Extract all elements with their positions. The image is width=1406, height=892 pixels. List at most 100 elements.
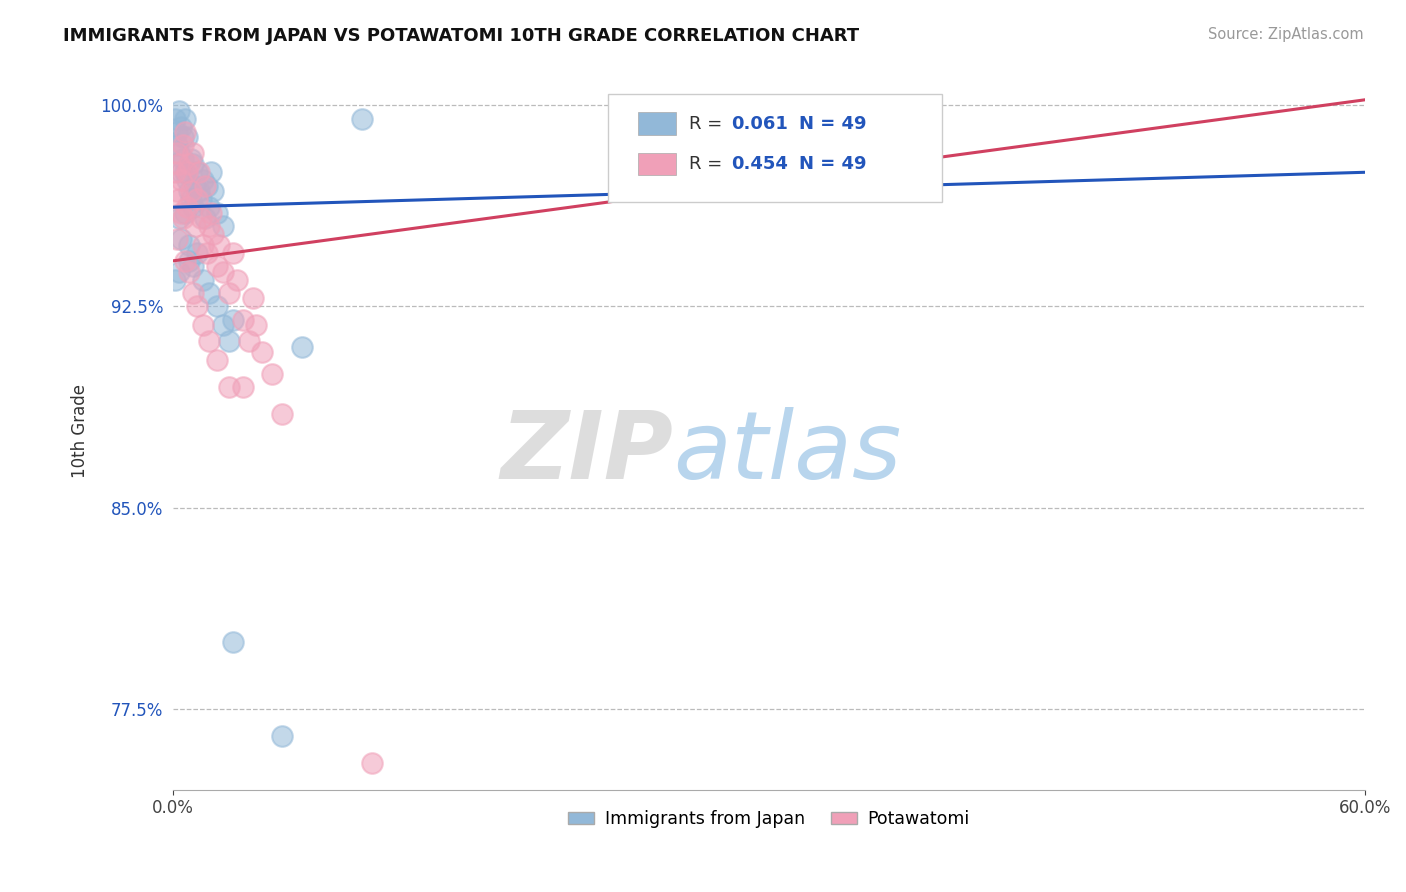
Point xyxy=(218,334,240,349)
Point xyxy=(167,157,190,171)
Text: atlas: atlas xyxy=(673,408,901,499)
Point xyxy=(181,157,204,171)
Point xyxy=(167,192,190,206)
Point xyxy=(176,200,198,214)
Point xyxy=(180,192,202,206)
Text: IMMIGRANTS FROM JAPAN VS POTAWATOMI 10TH GRADE CORRELATION CHART: IMMIGRANTS FROM JAPAN VS POTAWATOMI 10TH… xyxy=(63,27,859,45)
Point xyxy=(360,756,382,770)
Point xyxy=(174,112,197,126)
Point xyxy=(191,272,214,286)
Point xyxy=(177,157,200,171)
Point xyxy=(225,272,247,286)
FancyBboxPatch shape xyxy=(607,95,942,202)
Point xyxy=(221,313,243,327)
Point xyxy=(187,184,209,198)
Point xyxy=(262,367,284,381)
Y-axis label: 10th Grade: 10th Grade xyxy=(72,384,89,478)
Point xyxy=(174,165,197,179)
Point xyxy=(181,146,204,161)
Text: N = 49: N = 49 xyxy=(799,115,866,133)
Text: ZIP: ZIP xyxy=(501,407,673,499)
Point xyxy=(187,165,209,179)
Point xyxy=(191,173,214,187)
Point xyxy=(201,184,224,198)
Point xyxy=(271,729,294,743)
Point xyxy=(167,103,190,118)
Point xyxy=(195,178,218,193)
Point xyxy=(165,165,187,179)
Point xyxy=(167,211,190,225)
Point xyxy=(194,211,217,225)
Point xyxy=(165,272,187,286)
Point xyxy=(194,178,217,193)
Point xyxy=(200,165,222,179)
Legend: Immigrants from Japan, Potawatomi: Immigrants from Japan, Potawatomi xyxy=(561,803,977,835)
Point xyxy=(211,219,233,233)
Point xyxy=(177,237,200,252)
Text: 0.061: 0.061 xyxy=(731,115,787,133)
Point xyxy=(201,227,224,241)
Point xyxy=(271,407,294,421)
Point xyxy=(186,165,208,179)
Point xyxy=(190,211,212,225)
Text: R =: R = xyxy=(689,155,728,173)
Point xyxy=(198,200,221,214)
Point xyxy=(166,138,188,153)
Point xyxy=(190,192,212,206)
Point xyxy=(291,340,314,354)
Point xyxy=(221,245,243,260)
Point xyxy=(186,245,208,260)
Point xyxy=(170,165,193,179)
Point xyxy=(176,173,198,187)
Point xyxy=(205,300,228,314)
Point xyxy=(198,286,221,301)
Text: 0.454: 0.454 xyxy=(731,155,787,173)
Point xyxy=(180,184,202,198)
Point xyxy=(177,264,200,278)
Point xyxy=(177,253,200,268)
Point xyxy=(232,380,254,394)
Point xyxy=(172,211,194,225)
Point xyxy=(238,334,260,349)
Point xyxy=(166,184,188,198)
Point xyxy=(208,237,231,252)
Text: R =: R = xyxy=(689,115,728,133)
Point xyxy=(186,192,208,206)
Point xyxy=(166,146,188,161)
FancyBboxPatch shape xyxy=(638,112,676,136)
Point xyxy=(198,334,221,349)
Point xyxy=(184,219,207,233)
Point xyxy=(166,232,188,246)
Point xyxy=(166,125,188,139)
Point xyxy=(242,292,264,306)
Point xyxy=(176,165,198,179)
Point xyxy=(195,245,218,260)
Point xyxy=(170,120,193,134)
Point xyxy=(176,130,198,145)
Point xyxy=(172,152,194,166)
Point xyxy=(198,219,221,233)
Point xyxy=(191,237,214,252)
Text: Source: ZipAtlas.com: Source: ZipAtlas.com xyxy=(1208,27,1364,42)
Point xyxy=(167,146,190,161)
Point xyxy=(200,205,222,219)
Point xyxy=(205,259,228,273)
Point xyxy=(232,313,254,327)
Point xyxy=(350,112,373,126)
Point xyxy=(170,205,193,219)
FancyBboxPatch shape xyxy=(638,153,676,176)
Text: N = 49: N = 49 xyxy=(799,155,866,173)
Point xyxy=(177,184,200,198)
Point xyxy=(165,112,187,126)
Point xyxy=(245,318,267,333)
Point xyxy=(191,318,214,333)
Point xyxy=(170,173,193,187)
Point xyxy=(218,380,240,394)
Point xyxy=(205,353,228,368)
Point xyxy=(211,264,233,278)
Point xyxy=(181,259,204,273)
Point xyxy=(218,286,240,301)
Point xyxy=(186,300,208,314)
Point xyxy=(180,152,202,166)
Point xyxy=(184,178,207,193)
